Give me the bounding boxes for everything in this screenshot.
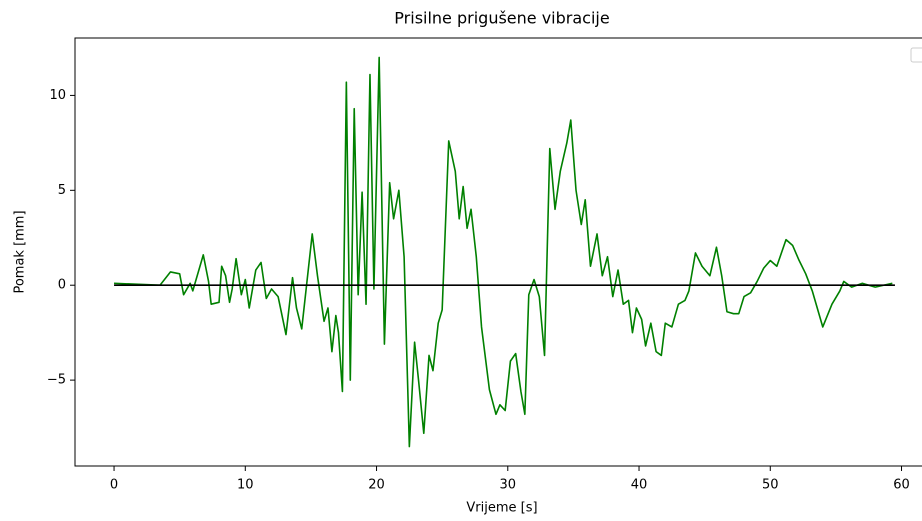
y-tick-label: 0	[58, 278, 66, 293]
x-tick-label: 20	[368, 478, 385, 493]
x-tick-label: 50	[762, 478, 779, 493]
x-tick-label: 60	[893, 478, 910, 493]
y-tick-label: 10	[49, 88, 66, 103]
legend-box	[910, 47, 922, 63]
y-tick-label: 5	[58, 183, 66, 198]
x-tick-label: 40	[631, 478, 648, 493]
y-axis-label: Pomak [mm]	[13, 210, 28, 293]
x-tick-label: 10	[237, 478, 254, 493]
y-tick-label: −5	[47, 373, 66, 388]
line-series	[114, 56, 893, 448]
x-tick-label: 0	[110, 478, 118, 493]
x-axis-label: Vrijeme [s]	[466, 501, 537, 516]
axes-frame	[74, 37, 922, 467]
x-tick-label: 30	[500, 478, 517, 493]
chart-title: Prisilne prigušene vibracije	[394, 9, 609, 28]
